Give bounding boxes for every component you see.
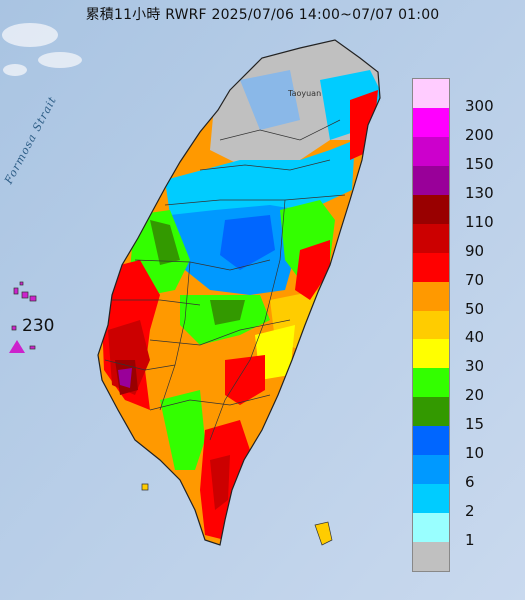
legend-swatch — [413, 79, 449, 109]
legend-swatch — [413, 484, 449, 514]
offshore-islands — [11, 281, 333, 546]
legend-label: 110 — [465, 212, 494, 231]
legend-swatch — [413, 136, 449, 167]
legend-label: 70 — [465, 270, 485, 289]
rainfall-legend — [412, 78, 450, 572]
legend-label: 130 — [465, 183, 494, 202]
legend-label: 150 — [465, 154, 494, 173]
taiwan-coastline — [97, 39, 381, 546]
legend-label: 20 — [465, 386, 485, 405]
legend-label: 15 — [465, 415, 485, 434]
legend-swatch — [413, 310, 449, 340]
legend-swatch — [413, 223, 449, 254]
legend-label: 90 — [465, 241, 485, 260]
legend-label: 1 — [465, 531, 475, 550]
legend-swatch — [413, 426, 449, 456]
legend-swatch — [413, 368, 449, 398]
county-boundaries — [104, 119, 346, 441]
legend-swatch — [413, 252, 449, 283]
legend-swatch — [413, 513, 449, 543]
legend-label: 50 — [465, 299, 485, 318]
legend-swatch — [413, 194, 449, 225]
max-rainfall-value: 230 — [22, 316, 55, 336]
legend-swatch — [413, 455, 449, 485]
legend-label: 2 — [465, 502, 475, 521]
legend-swatch — [413, 339, 449, 369]
legend-swatch — [413, 542, 449, 572]
legend-swatch — [413, 165, 449, 196]
city-label: Taoyuan — [288, 89, 322, 98]
legend-label: 40 — [465, 328, 485, 347]
legend-swatch — [413, 397, 449, 427]
legend-label: 30 — [465, 357, 485, 376]
cloud-patch — [2, 23, 82, 76]
map-title: 累積11小時 RWRF 2025/07/06 14:00~07/07 01:00 — [85, 7, 440, 23]
legend-label: 300 — [465, 96, 494, 115]
legend-label: 200 — [465, 125, 494, 144]
legend-label: 6 — [465, 473, 475, 492]
legend-swatch — [413, 281, 449, 312]
max-rainfall-marker-icon — [9, 340, 25, 353]
legend-swatch — [413, 107, 449, 138]
legend-label: 10 — [465, 444, 485, 463]
